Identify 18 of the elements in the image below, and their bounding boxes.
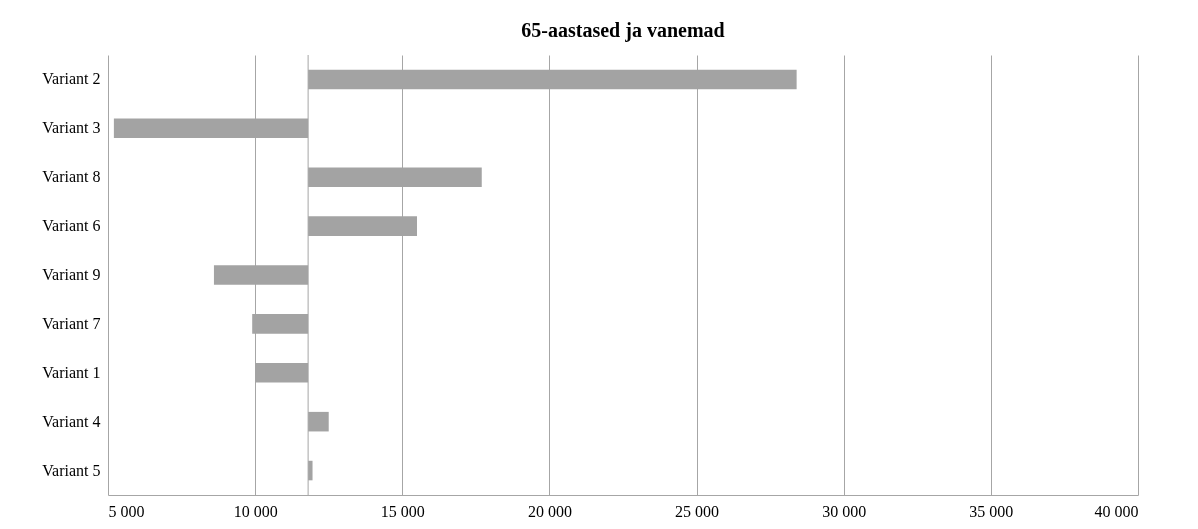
y-tick-label: Variant 2: [42, 70, 101, 88]
y-tick-label: Variant 9: [42, 266, 101, 283]
x-tick-label: 35 000: [969, 502, 1014, 520]
y-tick-label: Variant 4: [42, 412, 101, 430]
x-tick-label: 15 000: [380, 502, 425, 520]
x-tick-label: 10 000: [233, 502, 278, 520]
x-tick-label: 5 000: [108, 502, 145, 520]
y-tick-label: Variant 3: [42, 119, 101, 137]
x-tick-label: 40 000: [1094, 502, 1139, 520]
y-tick-label: Variant 8: [42, 168, 101, 186]
x-tick-label: 30 000: [822, 502, 867, 520]
chart-title: 65-aastased ja vanemad: [521, 18, 725, 42]
y-tick-label: Variant 5: [42, 461, 101, 479]
y-tick-label: Variant 1: [42, 363, 101, 381]
y-tick-label: Variant 6: [42, 217, 101, 235]
x-tick-label: 25 000: [675, 502, 720, 520]
x-tick-label: 20 000: [527, 502, 572, 520]
y-tick-label: Variant 7: [42, 314, 101, 332]
